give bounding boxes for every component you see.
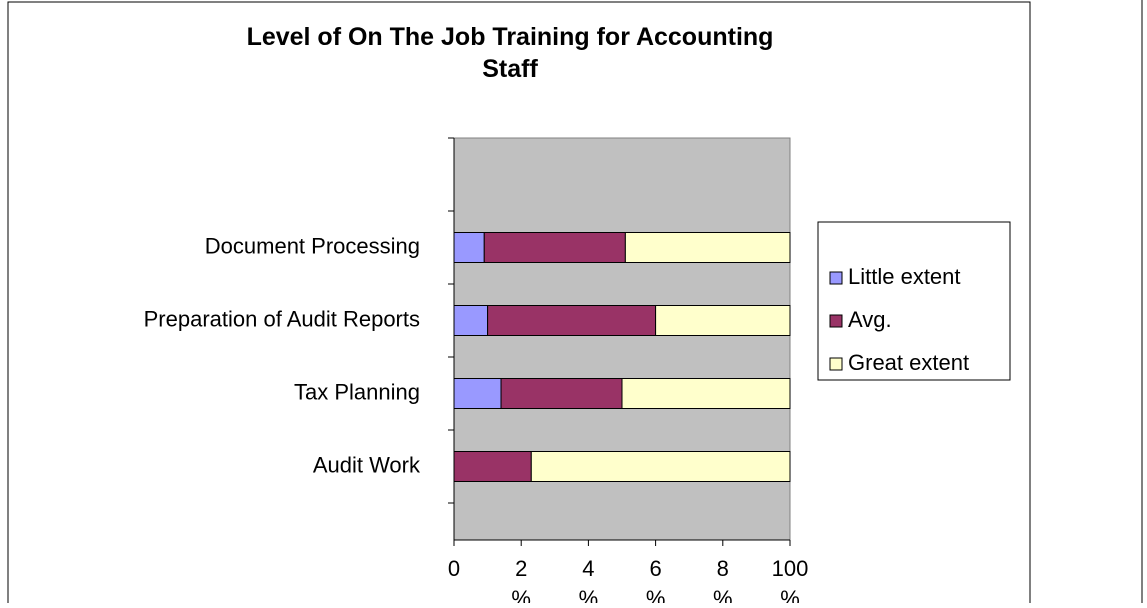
bar-segment	[624, 232, 791, 263]
y-tick-label: Document Processing	[205, 233, 420, 258]
bar-segment	[500, 378, 623, 409]
x-tick-label: 100%	[772, 556, 809, 603]
y-tick-label: Preparation of Audit Reports	[144, 306, 420, 331]
x-tick-label: 0	[448, 556, 460, 581]
bar-segment	[530, 451, 791, 482]
bar-segment	[453, 378, 502, 409]
bar-segment	[453, 451, 532, 482]
bar-segment	[483, 232, 626, 263]
legend-label: Little extent	[848, 264, 961, 289]
legend-box	[817, 221, 1011, 381]
x-tick-label: 2%	[511, 556, 531, 603]
y-tick-label: Audit Work	[313, 452, 421, 477]
x-tick-label: 4%	[579, 556, 599, 603]
bar-segment	[487, 305, 657, 336]
legend-swatch	[829, 271, 843, 285]
bar-segment	[621, 378, 791, 409]
legend-label: Avg.	[848, 307, 892, 332]
y-tick-label: Tax Planning	[294, 379, 420, 404]
chart-title: Level of On The Job Training for Account…	[247, 23, 774, 83]
legend-label: Great extent	[848, 350, 969, 375]
legend-swatch	[829, 357, 843, 371]
x-tick-label: 8%	[713, 556, 733, 603]
bar-segment	[655, 305, 791, 336]
x-tick-label: 6%	[646, 556, 666, 603]
legend-swatch	[829, 314, 843, 328]
bar-segment	[453, 305, 489, 336]
bar-segment	[453, 232, 485, 263]
